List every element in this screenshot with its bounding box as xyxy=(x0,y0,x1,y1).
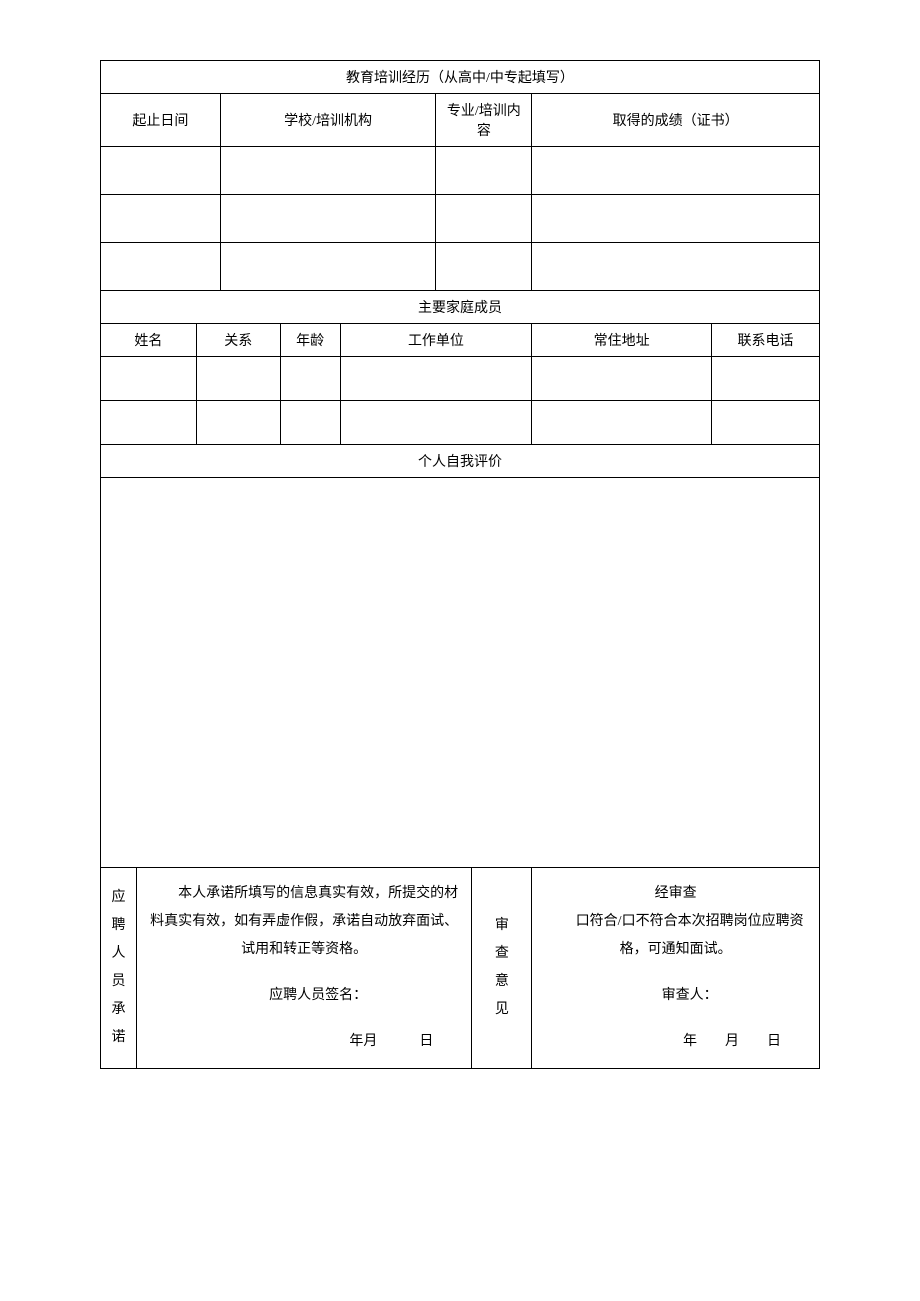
family-cell[interactable] xyxy=(280,401,340,445)
edu-cell[interactable] xyxy=(532,147,820,195)
review-content: 经审查 口符合/口不符合本次招聘岗位应聘资格，可通知面试。 审查人： 年 月 日 xyxy=(532,868,820,1069)
family-age-header: 年龄 xyxy=(280,324,340,357)
promise-label: 应聘人员承诺 xyxy=(101,868,137,1069)
review-label: 审查意见 xyxy=(472,868,532,1069)
edu-major-header: 专业/培训内容 xyxy=(436,94,532,147)
edu-period-header: 起止日间 xyxy=(101,94,221,147)
family-phone-header: 联系电话 xyxy=(712,324,820,357)
edu-cell[interactable] xyxy=(532,243,820,291)
reviewer-label: 审查人： xyxy=(540,982,811,1010)
family-cell[interactable] xyxy=(532,401,712,445)
review-date: 年 月 日 xyxy=(540,1028,811,1056)
promise-sign-label: 应聘人员签名： xyxy=(145,982,463,1010)
family-workplace-header: 工作单位 xyxy=(340,324,532,357)
promise-content: 本人承诺所填写的信息真实有效，所提交的材料真实有效，如有弄虚作假，承诺自动放弃面… xyxy=(136,868,471,1069)
selfeval-content[interactable] xyxy=(101,478,820,868)
edu-cell[interactable] xyxy=(220,147,436,195)
edu-cell[interactable] xyxy=(220,243,436,291)
review-line2: 口符合/口不符合本次招聘岗位应聘资格，可通知面试。 xyxy=(540,908,811,964)
edu-cell[interactable] xyxy=(532,195,820,243)
family-cell[interactable] xyxy=(280,357,340,401)
family-cell[interactable] xyxy=(196,357,280,401)
family-relation-header: 关系 xyxy=(196,324,280,357)
review-line1: 经审查 xyxy=(540,880,811,908)
education-title: 教育培训经历（从高中/中专起填写） xyxy=(101,61,820,94)
selfeval-title: 个人自我评价 xyxy=(101,445,820,478)
edu-cell[interactable] xyxy=(436,147,532,195)
family-cell[interactable] xyxy=(712,401,820,445)
edu-school-header: 学校/培训机构 xyxy=(220,94,436,147)
edu-cell[interactable] xyxy=(436,195,532,243)
application-form-table: 教育培训经历（从高中/中专起填写） 起止日间 学校/培训机构 专业/培训内容 取… xyxy=(100,60,820,1069)
promise-text: 本人承诺所填写的信息真实有效，所提交的材料真实有效，如有弄虚作假，承诺自动放弃面… xyxy=(145,880,463,964)
family-name-header: 姓名 xyxy=(101,324,197,357)
edu-cell[interactable] xyxy=(101,147,221,195)
family-cell[interactable] xyxy=(101,357,197,401)
family-cell[interactable] xyxy=(712,357,820,401)
family-cell[interactable] xyxy=(340,357,532,401)
family-cell[interactable] xyxy=(532,357,712,401)
family-title: 主要家庭成员 xyxy=(101,291,820,324)
edu-cert-header: 取得的成绩（证书） xyxy=(532,94,820,147)
family-cell[interactable] xyxy=(101,401,197,445)
edu-cell[interactable] xyxy=(101,195,221,243)
edu-cell[interactable] xyxy=(101,243,221,291)
family-cell[interactable] xyxy=(196,401,280,445)
family-cell[interactable] xyxy=(340,401,532,445)
edu-cell[interactable] xyxy=(220,195,436,243)
family-address-header: 常住地址 xyxy=(532,324,712,357)
edu-cell[interactable] xyxy=(436,243,532,291)
promise-date: 年月 日 xyxy=(145,1028,463,1056)
